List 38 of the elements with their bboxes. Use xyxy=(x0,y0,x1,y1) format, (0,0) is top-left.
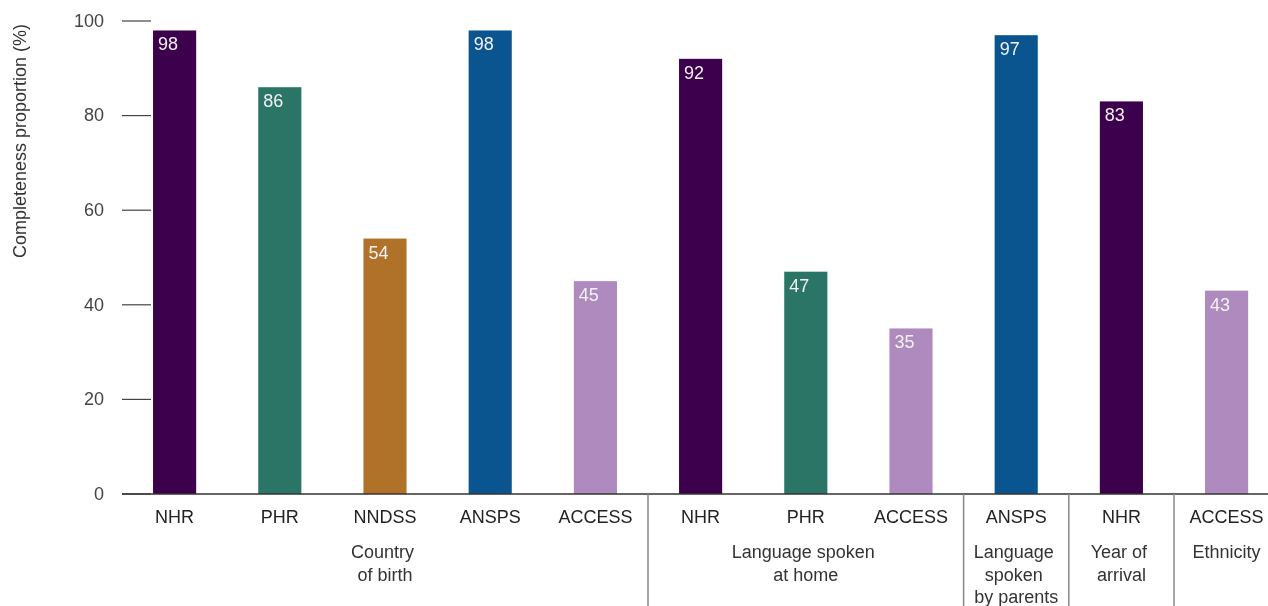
bar xyxy=(1099,101,1143,494)
x-tick-label: ACCESS xyxy=(558,506,633,527)
data-label: 47 xyxy=(789,275,810,296)
bar xyxy=(1205,290,1249,494)
y-tick-label: 40 xyxy=(83,294,104,315)
data-label: 86 xyxy=(263,91,284,112)
y-tick-label: 20 xyxy=(83,389,104,410)
x-tick-label: ACCESS xyxy=(873,506,949,527)
y-tick-label: 100 xyxy=(73,10,104,31)
data-label: 43 xyxy=(1210,294,1231,315)
data-label: 35 xyxy=(894,332,915,353)
data-label: 83 xyxy=(1104,105,1125,126)
text: Country of birth xyxy=(350,542,420,585)
y-tick-label: 0 xyxy=(93,483,104,504)
x-tick-label: PHR xyxy=(260,506,299,527)
data-label: 97 xyxy=(999,39,1020,60)
bar xyxy=(363,238,407,494)
x-tick-label: NNDSS xyxy=(353,506,417,527)
x-tick-label: NHR xyxy=(681,506,721,527)
data-label: 98 xyxy=(158,34,179,55)
data-label: 54 xyxy=(368,242,389,263)
data-label: 98 xyxy=(473,34,494,55)
x-tick-label: NHR xyxy=(155,506,195,527)
x-tick-label: ANSPS xyxy=(459,506,521,527)
x-tick-label: ACCESS xyxy=(1189,506,1264,527)
y-tick-label: 80 xyxy=(83,105,104,126)
text: Language spoken at home xyxy=(731,542,880,585)
text: Ethnicity xyxy=(1192,542,1261,562)
x-tick-label: ANSPS xyxy=(985,506,1047,527)
x-tick-label: NHR xyxy=(1101,506,1141,527)
text: Language spoken by parents xyxy=(973,542,1059,606)
bar xyxy=(994,35,1038,494)
data-label: 45 xyxy=(578,285,599,306)
data-label: 92 xyxy=(684,62,705,83)
text: Year of arrival xyxy=(1090,542,1153,585)
x-tick-label: PHR xyxy=(786,506,825,527)
y-axis-title: Completeness proportion (%) xyxy=(10,23,30,259)
y-tick-label: 60 xyxy=(83,199,104,220)
